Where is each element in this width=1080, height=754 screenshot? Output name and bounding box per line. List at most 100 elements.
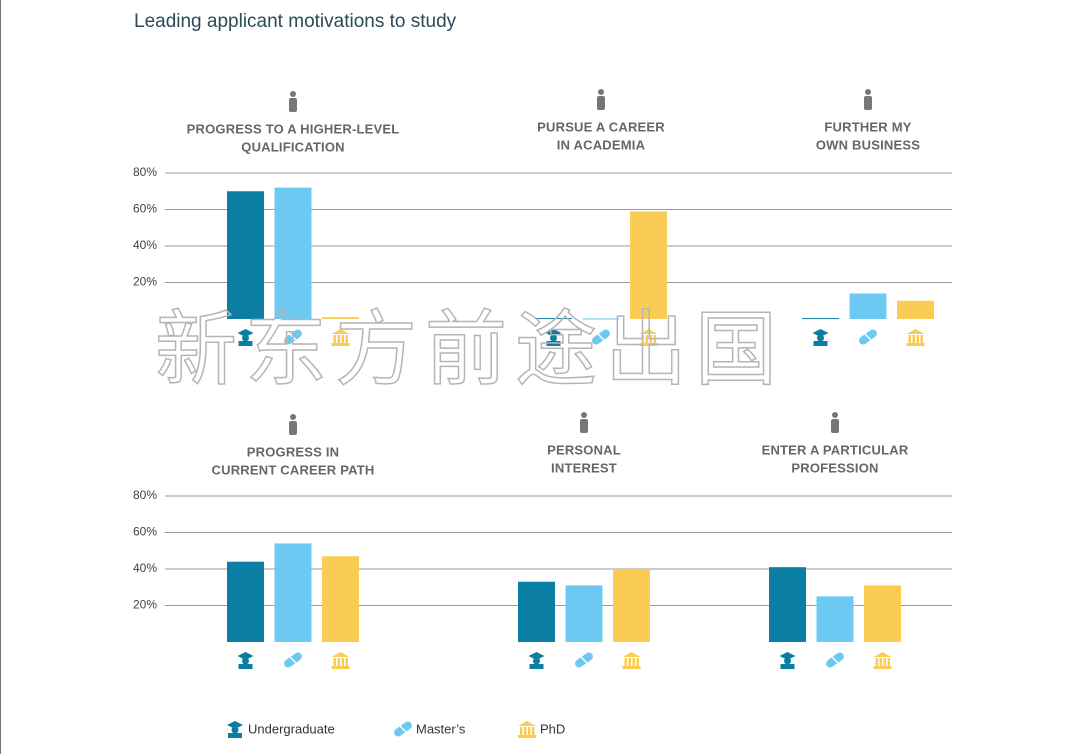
category-icon [289, 91, 297, 112]
icon-shape [289, 656, 297, 664]
bar [897, 300, 934, 319]
category-label: ENTER A PARTICULAR [762, 442, 909, 457]
icon-shape [908, 335, 911, 343]
icon-shape [532, 727, 535, 735]
category-icon [289, 414, 297, 435]
category-label: PURSUE A CAREER [537, 119, 665, 134]
icon-shape [290, 91, 296, 97]
icon-shape [920, 335, 923, 343]
icon-shape [906, 343, 925, 346]
icon-shape [875, 658, 878, 666]
bar [582, 318, 620, 320]
icon-shape [242, 334, 249, 342]
icon-shape [873, 666, 892, 669]
icon-shape [622, 652, 641, 657]
icon-shape [779, 652, 796, 660]
icon-shape [331, 652, 350, 657]
bar [518, 581, 555, 642]
bar [802, 318, 839, 320]
category-label: PROFESSION [791, 460, 878, 475]
y-tick-label: 80% [133, 165, 157, 179]
icon-shape [873, 652, 892, 657]
icon-shape [341, 658, 344, 666]
icon-shape [228, 733, 242, 738]
icon-shape [624, 658, 627, 666]
icon-shape [533, 657, 540, 665]
category-label: QUALIFICATION [241, 139, 344, 154]
legend-label: Undergraduate [248, 721, 335, 736]
category-label: OWN BUSINESS [816, 137, 920, 152]
series-icon [592, 329, 610, 345]
y-tick-label: 40% [133, 561, 157, 575]
icon-shape [331, 329, 350, 334]
icon-shape [780, 664, 795, 669]
bar [864, 585, 901, 642]
icon-shape [399, 725, 407, 733]
bar [613, 569, 650, 642]
bar [227, 191, 264, 319]
icon-shape [528, 652, 545, 660]
icon-shape [865, 89, 871, 95]
icon-shape [632, 658, 635, 666]
series-icon [518, 721, 536, 738]
category-label: PROGRESS TO A HIGHER-LEVEL [187, 121, 400, 136]
icon-shape [331, 666, 350, 669]
icon-shape [227, 721, 243, 729]
icon-shape [546, 341, 561, 346]
series-icon [812, 329, 829, 346]
icon-shape [231, 726, 239, 734]
icon-shape [289, 421, 297, 435]
icon-shape [645, 335, 648, 343]
y-tick-label: 80% [133, 488, 157, 502]
y-tick-label: 40% [133, 238, 157, 252]
icon-shape [580, 656, 588, 664]
category-icon [864, 89, 872, 110]
series-icon [284, 329, 302, 345]
series-icon [284, 652, 302, 668]
category-icon [580, 412, 588, 433]
legend-label: PhD [540, 721, 565, 736]
icon-shape [639, 343, 658, 346]
icon-shape [831, 656, 839, 664]
category-label: INTEREST [551, 460, 617, 475]
icon-shape [337, 335, 340, 343]
series-icon [639, 329, 658, 346]
icon-shape [639, 329, 658, 334]
icon-shape [879, 658, 882, 666]
bar [274, 187, 312, 319]
series-icon [394, 721, 412, 737]
icon-shape [518, 735, 536, 738]
icon-shape [331, 343, 350, 346]
series-icon [331, 652, 350, 669]
icon-shape [598, 89, 604, 95]
icon-shape [237, 652, 254, 660]
series-icon [227, 721, 243, 738]
icon-shape [289, 333, 297, 341]
icon-shape [580, 419, 588, 433]
bar [322, 556, 359, 642]
icon-shape [864, 96, 872, 110]
series-icon [873, 652, 892, 669]
y-tick-label: 60% [133, 525, 157, 539]
series-icon [545, 329, 562, 346]
icon-shape [520, 727, 523, 735]
icon-shape [628, 658, 631, 666]
y-tick-label: 20% [133, 275, 157, 289]
icon-shape [238, 341, 253, 346]
icon-shape [597, 96, 605, 110]
chart-title: Leading applicant motivations to study [134, 11, 457, 32]
bar [630, 211, 667, 319]
watermark: 新东方前途出国 [155, 305, 785, 396]
icon-shape [581, 412, 587, 418]
bar [535, 318, 572, 320]
icon-shape [813, 341, 828, 346]
icon-shape [289, 98, 297, 112]
icon-shape [636, 658, 639, 666]
y-tick-label: 60% [133, 202, 157, 216]
category-label: FURTHER MY [824, 119, 911, 134]
icon-shape [238, 664, 253, 669]
icon-shape [242, 657, 249, 665]
y-tick-label: 20% [133, 598, 157, 612]
bar [816, 596, 854, 642]
bar [849, 293, 887, 319]
